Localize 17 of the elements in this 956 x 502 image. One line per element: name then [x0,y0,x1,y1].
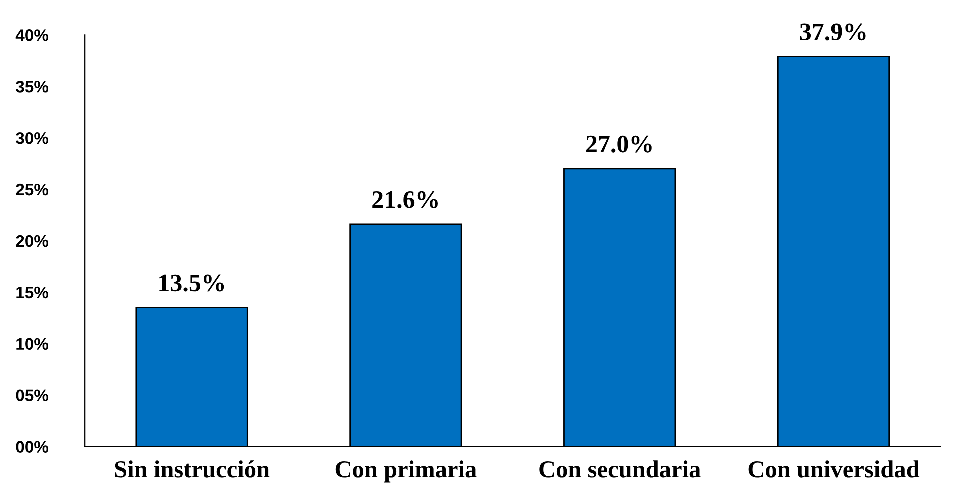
y-tick-label: 30% [16,132,49,144]
data-label: 21.6% [372,191,438,208]
y-tick-label: 00% [16,441,49,453]
x-tick-label: Sin instrucción [115,460,270,478]
x-tick-label: Con secundaria [540,460,701,478]
y-tick-label: 40% [16,30,49,42]
x-tick-label: Con universidad [748,460,920,478]
y-tick-label: 35% [16,80,49,93]
data-label: 13.5% [160,274,224,292]
y-tick-label: 15% [16,286,49,299]
y-tick-label: 05% [16,390,49,402]
y-tick-label: 25% [16,184,49,196]
data-label: 27.0% [586,136,652,153]
y-tick-label: 20% [16,235,49,248]
data-label: 37.9% [800,24,866,41]
x-tick-label: Con primaria [336,460,477,483]
y-tick-label: 10% [16,338,49,350]
